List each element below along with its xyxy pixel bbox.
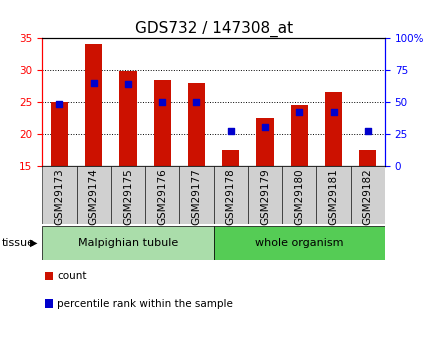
- FancyBboxPatch shape: [351, 166, 385, 224]
- FancyBboxPatch shape: [111, 166, 145, 224]
- Point: [193, 99, 200, 105]
- FancyBboxPatch shape: [179, 166, 214, 224]
- Text: GSM29181: GSM29181: [328, 169, 339, 225]
- Text: GSM29180: GSM29180: [294, 169, 304, 225]
- Bar: [222, 150, 239, 166]
- Text: GSM29174: GSM29174: [89, 169, 99, 225]
- Point: [227, 128, 235, 134]
- Bar: [188, 82, 205, 166]
- Title: GDS732 / 147308_at: GDS732 / 147308_at: [134, 20, 293, 37]
- Bar: [256, 118, 274, 166]
- FancyBboxPatch shape: [214, 166, 248, 224]
- Text: count: count: [57, 271, 86, 281]
- Text: GSM29179: GSM29179: [260, 169, 270, 225]
- Bar: [325, 92, 342, 166]
- Text: GSM29175: GSM29175: [123, 169, 133, 225]
- Bar: [119, 71, 137, 166]
- Point: [125, 81, 132, 87]
- Point: [159, 99, 166, 105]
- Bar: [51, 102, 68, 166]
- FancyBboxPatch shape: [77, 166, 111, 224]
- Point: [90, 80, 97, 85]
- Text: GSM29176: GSM29176: [157, 169, 167, 225]
- Text: Malpighian tubule: Malpighian tubule: [78, 238, 178, 248]
- Bar: [154, 80, 171, 166]
- FancyBboxPatch shape: [316, 166, 351, 224]
- FancyBboxPatch shape: [145, 166, 179, 224]
- Text: GSM29182: GSM29182: [363, 169, 373, 225]
- FancyBboxPatch shape: [282, 166, 316, 224]
- Point: [364, 128, 372, 134]
- FancyBboxPatch shape: [214, 226, 385, 260]
- Text: GSM29177: GSM29177: [191, 169, 202, 225]
- Text: whole organism: whole organism: [255, 238, 344, 248]
- Point: [56, 101, 63, 107]
- FancyBboxPatch shape: [42, 166, 77, 224]
- FancyBboxPatch shape: [248, 166, 282, 224]
- FancyBboxPatch shape: [42, 226, 214, 260]
- Bar: [291, 105, 308, 166]
- Bar: [359, 150, 376, 166]
- Text: GSM29178: GSM29178: [226, 169, 236, 225]
- Point: [330, 109, 337, 115]
- Point: [262, 125, 269, 130]
- Text: percentile rank within the sample: percentile rank within the sample: [57, 299, 233, 308]
- Bar: [85, 44, 102, 166]
- Point: [296, 109, 303, 115]
- Text: ▶: ▶: [30, 238, 38, 248]
- Text: tissue: tissue: [2, 238, 35, 248]
- Text: GSM29173: GSM29173: [54, 169, 65, 225]
